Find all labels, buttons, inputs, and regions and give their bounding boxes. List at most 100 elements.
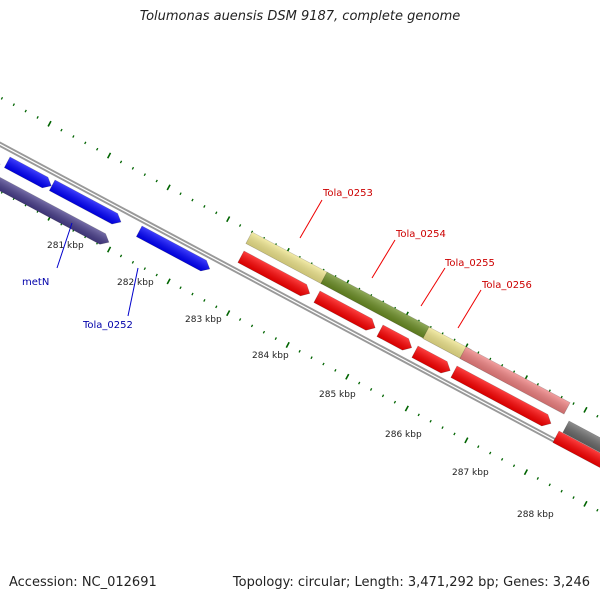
scale-label: 284 kbp [252,351,289,361]
tick-mark [572,402,575,405]
gene-label-tola-0254: Tola_0254 [395,229,446,240]
scale-label: 282 kbp [117,278,154,288]
tick-mark [215,305,218,309]
tick-mark [226,310,231,317]
scale-label: 285 kbp [319,390,356,400]
tick-mark [106,152,112,159]
tick-mark [572,496,575,499]
tick-mark [404,405,409,412]
tick-mark [250,230,254,234]
gene-label-tola-0252: Tola_0252 [82,320,133,331]
gene-feature-red [411,345,451,374]
tick-mark [310,356,313,360]
tick-mark [84,141,87,145]
map-title: Tolumonas auensis DSM 9187, complete gen… [139,9,461,24]
scale-label: 281 kbp [47,241,84,251]
tick-mark [369,388,373,391]
tick-mark [119,160,123,164]
tick-mark [166,278,171,285]
tick-mark [429,419,432,423]
tick-mark [596,414,599,418]
tick-mark [298,349,301,353]
tick-mark [215,211,218,215]
gene-features [0,146,600,468]
tick-mark [238,224,242,227]
tick-mark [191,198,194,202]
tick-mark [203,299,206,302]
gene-feature-metn [0,171,110,245]
gene-label-tola-0255: Tola_0255 [444,258,495,269]
tick-mark [238,318,242,321]
scale-labels: 281 kbp 282 kbp 283 kbp 284 kbp 285 kbp … [47,241,554,520]
tick-mark [453,432,456,436]
tick-mark [166,184,171,191]
tick-mark [500,457,504,461]
scale-label: 287 kbp [452,468,489,478]
tick-mark [417,413,420,417]
tick-mark [96,147,99,151]
tick-mark [489,451,492,455]
tick-mark [262,330,266,334]
tick-mark [203,205,206,208]
tick-mark [583,406,588,413]
tick-mark [381,394,385,398]
tick-mark [155,273,158,277]
tick-mark [47,120,52,127]
tick-mark [536,477,539,480]
label-leaders [56,199,482,329]
tick-mark [274,337,277,340]
tick-mark [179,286,182,290]
gene-feature-blue [3,156,52,189]
tick-mark [72,135,75,138]
tick-mark [512,464,516,468]
tick-mark [60,128,63,132]
gene-feature-red [313,290,376,331]
tick-rings [0,96,599,512]
accession-text: Accession: NC_012691 [9,575,157,590]
tick-mark [179,192,182,196]
tick-mark [583,500,588,507]
gene-feature-blue [0,146,1,167]
gene-feature-blue [48,179,122,225]
tick-mark [131,260,135,264]
scale-label: 283 kbp [185,315,222,325]
scale-label: 288 kbp [517,510,554,520]
tick-mark [477,445,480,449]
tick-mark [560,489,563,493]
tick-mark [464,437,469,444]
tick-mark [345,373,350,380]
gene-label-tola-0253: Tola_0253 [322,188,373,199]
gene-feature-gray [562,420,600,457]
gene-feature-tola-0252 [135,225,211,272]
tick-mark [106,246,112,253]
gene-feature-red [376,324,413,351]
genome-stats-text: Topology: circular; Length: 3,471,292 bp… [232,575,590,590]
tick-mark [36,116,39,119]
backbone [0,141,600,468]
tick-mark [596,508,599,512]
gene-feature-red [450,365,552,427]
gene-labels: metN Tola_0252 Tola_0253 Tola_0254 Tola_… [22,188,532,331]
gene-label-metn: metN [22,277,49,288]
tick-mark [523,469,529,476]
gene-label-tola-0256: Tola_0256 [481,280,532,291]
tick-mark [155,179,158,183]
scale-label: 286 kbp [385,430,422,440]
tick-mark [24,109,27,113]
tick-mark [334,368,337,372]
tick-mark [119,254,123,258]
tick-mark [548,483,551,487]
tick-mark [358,381,361,385]
tick-mark [191,292,194,296]
tick-mark [143,267,146,271]
tick-mark [0,96,4,100]
gene-feature-red [237,250,311,297]
tick-mark [393,400,397,404]
tick-mark [250,324,254,328]
tick-mark [285,341,290,348]
tick-mark [12,103,15,107]
tick-mark [226,216,231,223]
tick-mark [131,166,135,170]
